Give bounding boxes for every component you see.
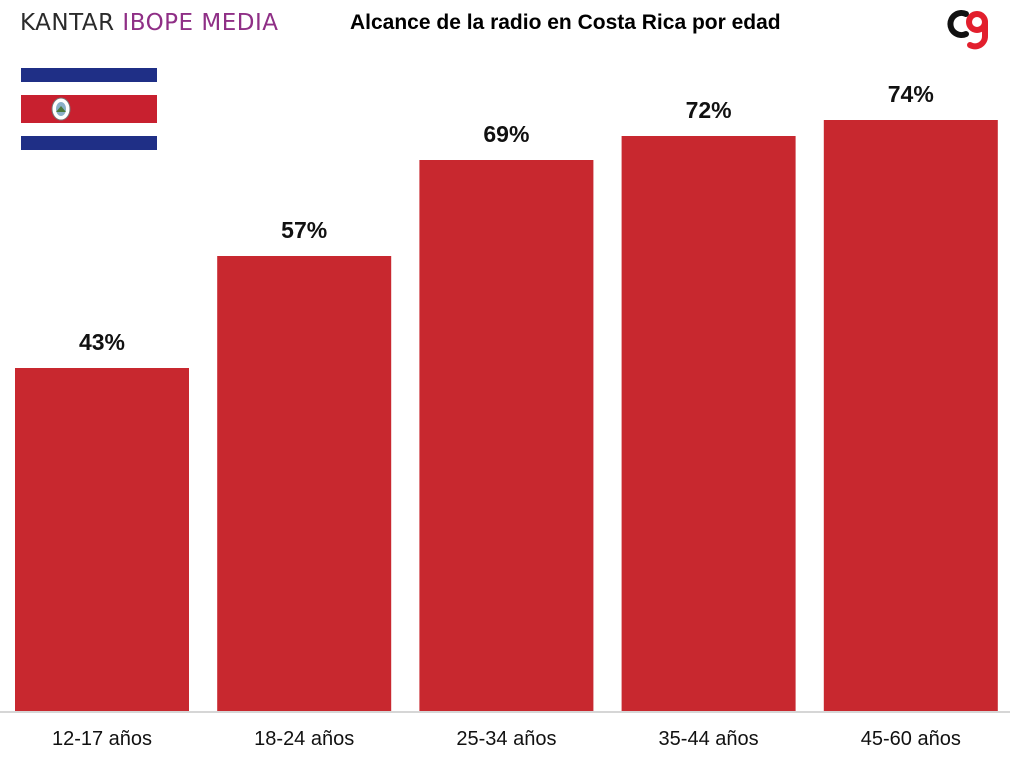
bars-layer [15,120,998,712]
labels-layer: 43% 12-17 años 57% 18-24 años 69% 25-34 años 7… [52,81,961,750]
x-tick-label: 18-24 años [254,728,354,750]
data-label: 57% [281,217,327,243]
bar [217,256,392,712]
cg-logo-icon [947,10,988,50]
data-label: 43% [79,329,125,355]
bar [15,368,189,712]
x-tick-label: 35-44 años [659,728,759,750]
bar [621,136,796,712]
flag-stripe-red [21,95,157,123]
data-label: 72% [686,97,732,123]
brand-name-kantar: KANTAR [20,10,115,36]
x-tick-label: 12-17 años [52,728,152,750]
brand-name-ibope-media: IBOPE MEDIA [122,10,279,36]
data-label: 69% [483,121,529,147]
data-label: 74% [888,81,934,107]
flag-stripe-blue-top [21,68,157,82]
brand-logo: KANTAR IBOPE MEDIA [20,10,279,36]
x-tick-label: 25-34 años [456,728,556,750]
bar [419,160,594,712]
chart-title: Alcance de la radio en Costa Rica por ed… [350,11,781,34]
x-tick-label: 45-60 años [861,728,961,750]
bar [823,120,998,712]
flag-stripe-blue-bottom [21,136,157,150]
costa-rica-flag-icon [21,68,157,150]
